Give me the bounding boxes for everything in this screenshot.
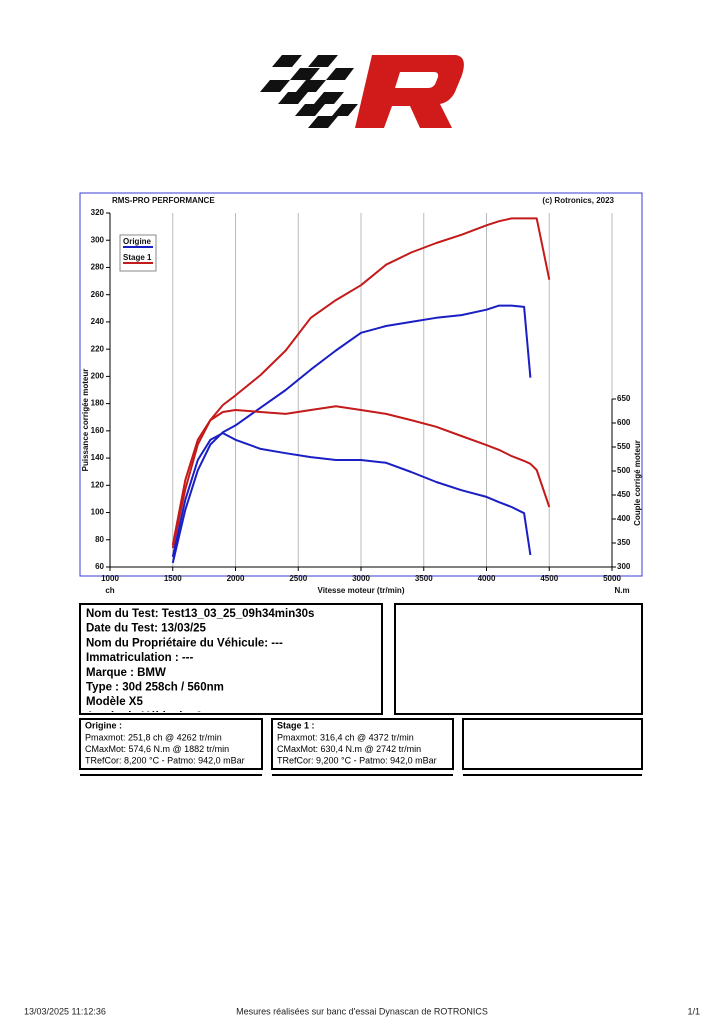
footer-right: 1/1 xyxy=(687,1006,700,1016)
x-tick-label: 1000 xyxy=(101,574,119,583)
x-tick-label: 4500 xyxy=(540,574,558,583)
y-tick-label: 240 xyxy=(91,317,105,326)
series-line xyxy=(171,304,532,564)
summaries: Origine : Pmaxmot: 251,8 ch @ 4262 tr/min… xyxy=(85,720,437,765)
summary-line: Pmaxmot: 251,8 ch @ 4262 tr/min xyxy=(85,732,222,742)
info-line: Année du Véhicule: 0 xyxy=(86,711,202,723)
summary-line: CMaxMot: 574,6 N.m @ 1882 tr/min xyxy=(85,744,229,754)
y-tick-label: 180 xyxy=(91,399,105,408)
y2-tick-label: 600 xyxy=(617,418,631,427)
y-tick-label: 80 xyxy=(95,535,104,544)
x-tick-label: 2500 xyxy=(289,574,307,583)
footer-center: Mesures réalisées sur banc d'essai Dynas… xyxy=(236,1006,488,1016)
legend-label: Stage 1 xyxy=(123,253,152,262)
y-tick-label: 320 xyxy=(91,208,105,217)
x-tick-label: 4000 xyxy=(478,574,496,583)
chart: RMS-PRO PERFORMANCE (c) Rotronics, 2023 10… xyxy=(81,196,642,595)
y-tick-label: 200 xyxy=(91,371,105,380)
chart-subtitle: (c) Rotronics, 2023 xyxy=(542,196,614,205)
summary-box xyxy=(79,718,263,770)
x-tick-label: 3500 xyxy=(415,574,433,583)
y-tick-label: 260 xyxy=(91,290,105,299)
series-line xyxy=(171,432,532,558)
y2-tick-label: 650 xyxy=(617,394,631,403)
y-tick-label: 160 xyxy=(91,426,105,435)
info-box xyxy=(79,603,383,715)
summary-box xyxy=(271,718,454,770)
y2-tick-label: 550 xyxy=(617,442,631,451)
chart-title: RMS-PRO PERFORMANCE xyxy=(112,196,215,205)
y2-axis-label: Couple corrigé moteur xyxy=(633,440,642,526)
series-line xyxy=(171,405,551,546)
summary-line: TRefCor: 9,200 °C - Patmo: 942,0 mBar xyxy=(277,755,437,765)
y-tick-label: 60 xyxy=(95,562,104,571)
info-line: Type : 30d 258ch / 560nm xyxy=(86,682,224,694)
y-tick-label: 300 xyxy=(91,235,105,244)
summary-line: TRefCor: 8,200 °C - Patmo: 942,0 mBar xyxy=(85,755,245,765)
summary-line: Pmaxmot: 316,4 ch @ 4372 tr/min xyxy=(277,732,414,742)
y-tick-label: 280 xyxy=(91,263,105,272)
y-axis-label: Puissance corrigée moteur xyxy=(81,369,90,472)
y2-tick-label: 450 xyxy=(617,490,631,499)
x-tick-label: 2000 xyxy=(227,574,245,583)
chart-frame xyxy=(79,192,643,577)
info-line: Date du Test: 13/03/25 xyxy=(86,623,207,635)
empty-box xyxy=(462,718,643,770)
x-axis-label: Vitesse moteur (tr/min) xyxy=(318,586,405,595)
info-line: Immatriculation : --- xyxy=(86,652,194,664)
x-tick-label: 3000 xyxy=(352,574,370,583)
info-line: Modèle X5 xyxy=(86,696,143,708)
empty-box xyxy=(394,603,643,715)
y2-unit: N.m xyxy=(614,586,629,595)
y-unit: ch xyxy=(105,586,114,595)
info-text: Nom du Test: Test13_03_25_09h34min30s Dat… xyxy=(86,608,314,723)
y2-tick-label: 350 xyxy=(617,538,631,547)
y2-tick-label: 500 xyxy=(617,466,631,475)
summary-title: Stage 1 : xyxy=(277,720,315,730)
series-line xyxy=(171,217,551,549)
x-tick-label: 1500 xyxy=(164,574,182,583)
y-tick-label: 220 xyxy=(91,344,105,353)
info-line: Nom du Test: Test13_03_25_09h34min30s xyxy=(86,608,314,620)
summary-line: CMaxMot: 630,4 N.m @ 2742 tr/min xyxy=(277,744,421,754)
summary-title: Origine : xyxy=(85,720,122,730)
footer-left: 13/03/2025 11:12:36 xyxy=(24,1006,106,1016)
y2-tick-label: 300 xyxy=(617,562,631,571)
y2-tick-label: 400 xyxy=(617,514,631,523)
y-tick-label: 140 xyxy=(91,453,105,462)
x-tick-label: 5000 xyxy=(603,574,621,583)
legend-label: Origine xyxy=(123,237,152,246)
info-line: Nom du Propriétaire du Véhicule: --- xyxy=(86,637,283,649)
logo xyxy=(260,55,464,128)
info-line: Marque : BMW xyxy=(86,667,166,679)
y-tick-label: 120 xyxy=(91,480,105,489)
y-tick-label: 100 xyxy=(91,508,105,517)
legend-box xyxy=(119,234,157,272)
